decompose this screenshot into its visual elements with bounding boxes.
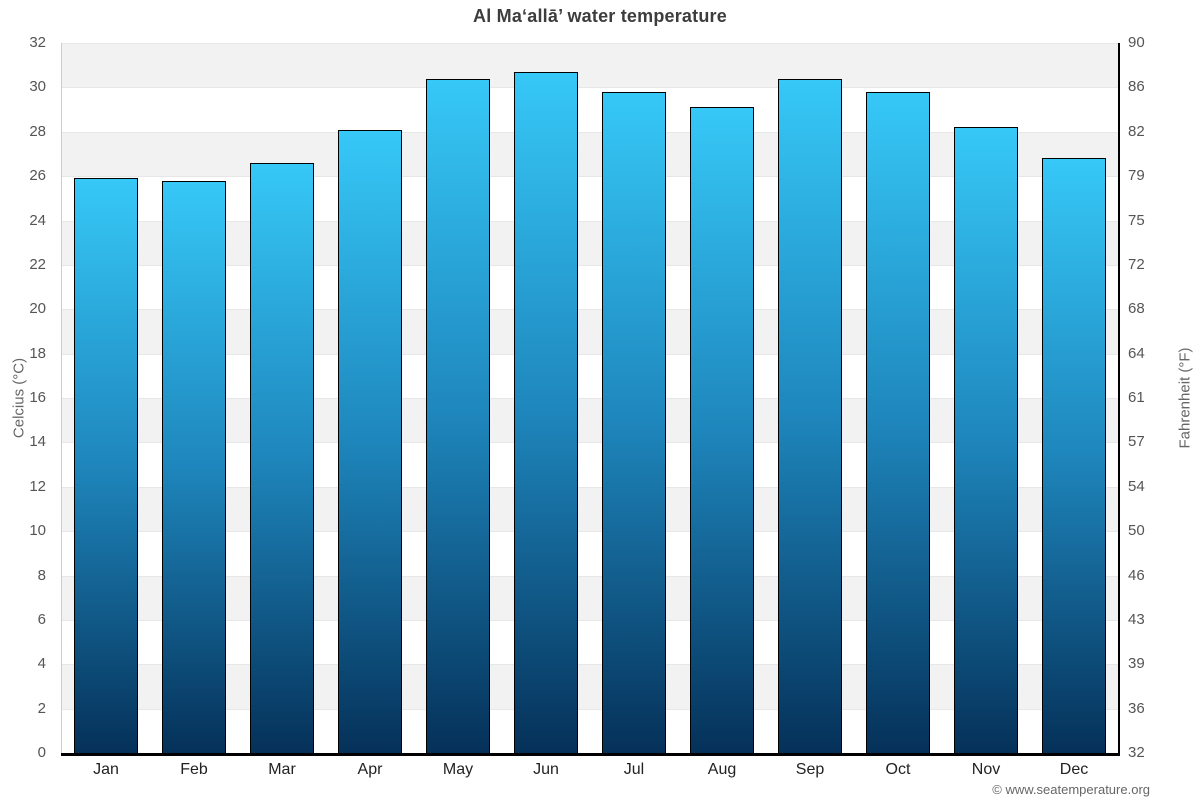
celsius-tick-0: 0	[37, 744, 46, 761]
bar-may[interactable]	[426, 78, 490, 753]
plot-band-16-18	[62, 353, 1118, 398]
bar-jul[interactable]	[602, 91, 666, 753]
fahrenheit-tick-75: 75	[1128, 211, 1145, 229]
celsius-axis-label: Celcius (°C)	[10, 357, 28, 439]
fahrenheit-tick-64: 64	[1128, 344, 1145, 362]
fahrenheit-tick-90: 90	[1128, 34, 1145, 51]
celsius-tick-2: 2	[37, 699, 46, 717]
fahrenheit-tick-32: 32	[1128, 744, 1145, 761]
bar-sep[interactable]	[778, 78, 842, 753]
bar-mar[interactable]	[250, 162, 314, 753]
month-label-jan: Jan	[93, 761, 119, 778]
fahrenheit-axis-label: Fahrenheit (°F)	[1176, 347, 1194, 449]
plot-band-18-20	[62, 309, 1118, 354]
celsius-tick-32: 32	[29, 34, 46, 51]
month-label-may: May	[442, 761, 474, 778]
celsius-tick-14: 14	[29, 433, 46, 451]
fahrenheit-tick-86: 86	[1128, 78, 1145, 96]
celsius-tick-26: 26	[29, 167, 46, 185]
fahrenheit-tick-54: 54	[1128, 477, 1145, 495]
celsius-tick-6: 6	[37, 610, 46, 628]
month-label-oct: Oct	[885, 761, 911, 778]
celsius-tick-18: 18	[29, 344, 46, 362]
plot-band-2-4	[62, 664, 1118, 709]
plot-band-8-10	[62, 531, 1118, 576]
fahrenheit-tick-57: 57	[1128, 433, 1145, 451]
celsius-tick-10: 10	[29, 522, 46, 540]
bar-nov[interactable]	[954, 127, 1018, 753]
celsius-tick-24: 24	[29, 211, 46, 229]
copyright-text: © www.seatemperature.org	[992, 782, 1150, 797]
fahrenheit-tick-46: 46	[1128, 566, 1145, 584]
plot-band-20-22	[62, 264, 1118, 310]
month-label-nov: Nov	[971, 761, 1001, 778]
fahrenheit-tick-82: 82	[1128, 122, 1145, 140]
plot-band-28-30	[62, 87, 1118, 132]
left-axis-line	[61, 43, 62, 753]
bar-dec[interactable]	[1042, 158, 1106, 753]
fahrenheit-tick-61: 61	[1128, 389, 1145, 406]
plot-band-0-2	[62, 708, 1118, 753]
bar-oct[interactable]	[866, 91, 930, 753]
fahrenheit-tick-43: 43	[1128, 610, 1145, 628]
bar-jan[interactable]	[74, 178, 138, 753]
plot-band-14-16	[62, 398, 1118, 443]
bar-apr[interactable]	[338, 129, 402, 753]
plot-band-30-32	[62, 43, 1118, 88]
month-label-sep: Sep	[795, 761, 825, 778]
fahrenheit-tick-79: 79	[1128, 167, 1145, 185]
plot-band-12-14	[62, 442, 1118, 487]
bottom-axis-line	[61, 753, 1120, 756]
fahrenheit-tick-68: 68	[1128, 300, 1145, 318]
celsius-tick-4: 4	[37, 655, 46, 673]
month-label-feb: Feb	[180, 761, 208, 778]
fahrenheit-tick-72: 72	[1128, 255, 1145, 273]
bar-aug[interactable]	[690, 107, 754, 753]
month-label-dec: Dec	[1059, 761, 1089, 778]
right-axis-line	[1118, 43, 1120, 756]
fahrenheit-tick-50: 50	[1128, 522, 1145, 540]
month-label-mar: Mar	[268, 761, 296, 778]
plot-band-6-8	[62, 575, 1118, 620]
fahrenheit-tick-labels: 32 36 39 43 46 50 54 57 61 64 68 72 75 79 82 86 90	[1128, 0, 1188, 800]
celsius-tick-16: 16	[29, 389, 46, 406]
celsius-tick-12: 12	[29, 477, 46, 495]
month-label-jun: Jun	[533, 761, 559, 778]
plot-area	[61, 43, 1120, 756]
celsius-tick-22: 22	[29, 255, 46, 273]
plot-band-22-24	[62, 220, 1118, 265]
fahrenheit-tick-36: 36	[1128, 699, 1145, 717]
celsius-tick-8: 8	[37, 566, 46, 584]
month-labels: Jan Feb Mar Apr May Jun Jul Aug Sep Oct Nov Dec	[62, 761, 1118, 785]
plot-band-24-26	[62, 176, 1118, 221]
month-label-apr: Apr	[357, 761, 383, 778]
celsius-tick-labels: 0 2 4 6 8 10 12 14 16 18 20 22 24 26 28 30 32	[0, 0, 54, 800]
plot-band-4-6	[62, 619, 1118, 665]
plot-band-26-28	[62, 131, 1118, 177]
celsius-tick-28: 28	[29, 122, 46, 140]
celsius-tick-30: 30	[29, 78, 46, 96]
fahrenheit-tick-39: 39	[1128, 655, 1145, 673]
bar-jun[interactable]	[514, 71, 578, 753]
celsius-tick-20: 20	[29, 300, 46, 318]
month-label-jul: Jul	[623, 761, 645, 778]
plot-band-10-12	[62, 486, 1118, 532]
bar-feb[interactable]	[162, 180, 226, 753]
chart-title: Al Maʻallā’ water temperature	[473, 6, 727, 26]
month-label-aug: Aug	[707, 761, 737, 778]
